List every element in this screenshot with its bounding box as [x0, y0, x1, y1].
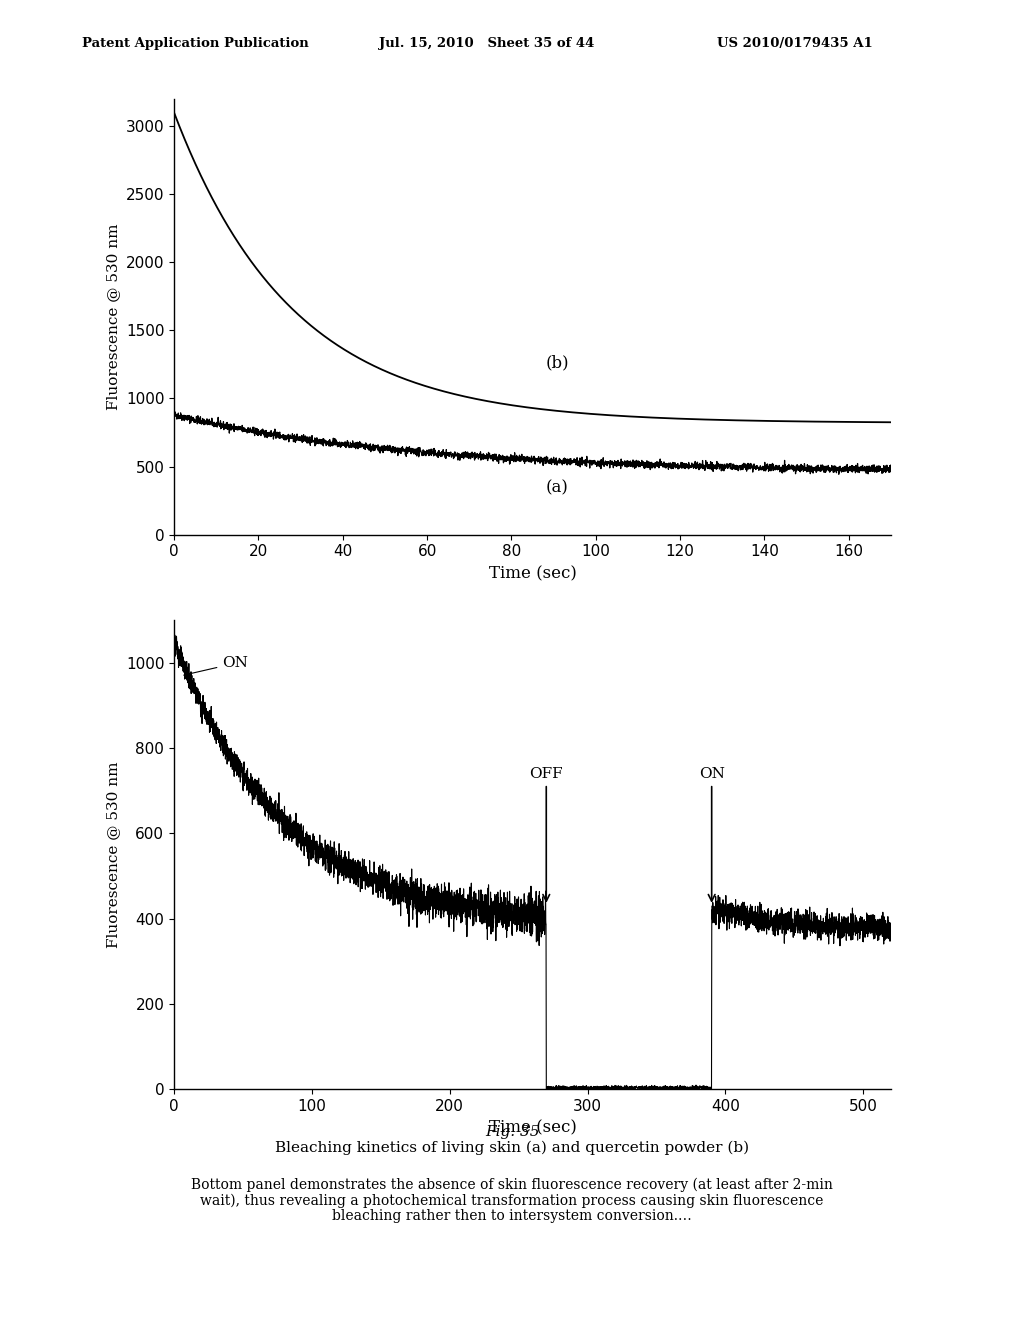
- Text: (a): (a): [545, 479, 568, 496]
- X-axis label: Time (sec): Time (sec): [488, 1119, 577, 1137]
- Y-axis label: Fluorescence @ 530 nm: Fluorescence @ 530 nm: [106, 762, 120, 948]
- Y-axis label: Fluorescence @ 530 nm: Fluorescence @ 530 nm: [106, 223, 120, 411]
- Text: bleaching rather then to intersystem conversion.…: bleaching rather then to intersystem con…: [332, 1209, 692, 1224]
- Text: Patent Application Publication: Patent Application Publication: [82, 37, 308, 50]
- Text: ON: ON: [183, 656, 248, 675]
- Text: Bleaching kinetics of living skin (a) and quercetin powder (b): Bleaching kinetics of living skin (a) an…: [274, 1140, 750, 1155]
- Text: US 2010/0179435 A1: US 2010/0179435 A1: [717, 37, 872, 50]
- Text: Bottom panel demonstrates the absence of skin fluorescence recovery (at least af: Bottom panel demonstrates the absence of…: [191, 1177, 833, 1192]
- Text: ON: ON: [698, 767, 725, 902]
- Text: wait), thus revealing a photochemical transformation process causing skin fluore: wait), thus revealing a photochemical tr…: [201, 1193, 823, 1208]
- Text: (b): (b): [545, 354, 568, 371]
- Text: OFF: OFF: [529, 767, 563, 902]
- Text: Jul. 15, 2010   Sheet 35 of 44: Jul. 15, 2010 Sheet 35 of 44: [379, 37, 594, 50]
- Text: Fig. 35: Fig. 35: [484, 1125, 540, 1139]
- X-axis label: Time (sec): Time (sec): [488, 565, 577, 582]
